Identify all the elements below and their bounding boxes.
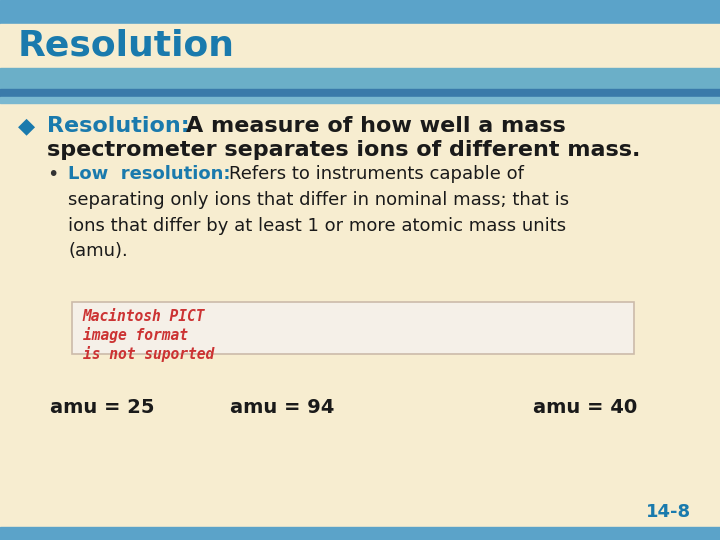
Text: Resolution: Resolution <box>18 29 235 63</box>
Text: amu = 40: amu = 40 <box>533 398 637 417</box>
Text: A measure of how well a mass: A measure of how well a mass <box>186 116 565 136</box>
Bar <box>0 68 720 89</box>
Text: Macintosh PICT
image format
is not suported: Macintosh PICT image format is not supor… <box>83 309 214 362</box>
Text: separating only ions that differ in nominal mass; that is: separating only ions that differ in nomi… <box>68 191 570 208</box>
Text: (amu).: (amu). <box>68 242 128 260</box>
Text: •: • <box>47 165 58 184</box>
Text: amu = 25: amu = 25 <box>50 398 155 417</box>
Bar <box>0 97 720 103</box>
Text: ions that differ by at least 1 or more atomic mass units: ions that differ by at least 1 or more a… <box>68 217 567 234</box>
Text: 14-8: 14-8 <box>646 503 691 521</box>
Text: Resolution:: Resolution: <box>47 116 189 136</box>
Bar <box>0 89 720 97</box>
Bar <box>0 24 720 68</box>
FancyBboxPatch shape <box>72 302 634 354</box>
Bar <box>0 526 720 540</box>
Text: amu = 94: amu = 94 <box>230 398 335 417</box>
Bar <box>0 0 720 24</box>
Text: Low  resolution:: Low resolution: <box>68 165 231 183</box>
Text: spectrometer separates ions of different mass.: spectrometer separates ions of different… <box>47 140 640 160</box>
Text: ◆: ◆ <box>18 116 35 136</box>
Text: Refers to instruments capable of: Refers to instruments capable of <box>229 165 524 183</box>
